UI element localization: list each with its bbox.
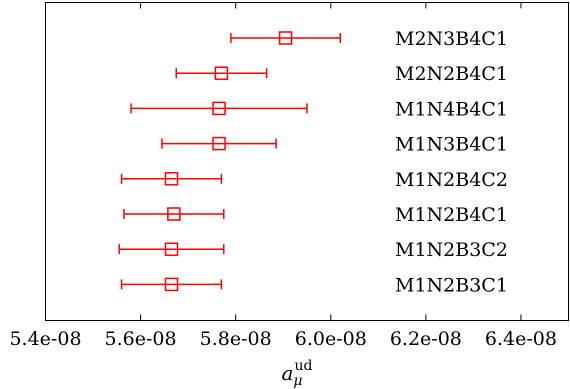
point-label: M2N3B4C1: [395, 28, 508, 50]
data-point-marker: [214, 66, 229, 80]
data-point-marker: [164, 242, 179, 256]
data-point-marker: [278, 31, 293, 45]
point-label: M1N2B4C1: [395, 204, 508, 226]
point-label: M1N2B4C2: [395, 169, 508, 191]
x-tick-label: 5.4e-08: [9, 328, 81, 350]
point-group: [175, 66, 268, 80]
point-label: M1N2B3C1: [395, 274, 508, 296]
point-group: [161, 136, 277, 151]
point-label: M1N2B3C2: [395, 239, 508, 261]
x-tick-label: 5.8e-08: [200, 328, 272, 350]
data-marks: [118, 31, 342, 292]
plot-frame: [45, 2, 569, 321]
point-group: [118, 242, 225, 256]
point-group: [123, 207, 225, 221]
x-tick-label: 6.2e-08: [390, 328, 462, 350]
x-tick-label: 6.0e-08: [295, 328, 367, 350]
data-point-marker: [212, 136, 226, 151]
x-ticks: 5.4e-08 5.6e-08 5.8e-08 6.0e-08 6.2e-08 6.4e-…: [9, 2, 557, 350]
data-point-marker: [164, 277, 179, 292]
x-axis-title: aμud: [281, 358, 312, 389]
category-labels: M2N3B4C1 M2N2B4C1 M1N4B4C1 M1N3B4C1 M1N2B4C2…: [395, 28, 508, 296]
point-group: [230, 31, 342, 45]
point-group: [120, 172, 223, 186]
point-label: M1N4B4C1: [395, 98, 508, 120]
data-point-marker: [167, 207, 181, 221]
x-tick-label: 5.6e-08: [105, 328, 177, 350]
point-label: M2N2B4C1: [395, 63, 508, 85]
point-group: [120, 277, 223, 292]
data-point-marker: [212, 101, 226, 116]
point-group: [130, 101, 308, 116]
data-point-marker: [164, 172, 179, 186]
x-tick-label: 6.4e-08: [485, 328, 557, 350]
point-label: M1N3B4C1: [395, 134, 508, 156]
